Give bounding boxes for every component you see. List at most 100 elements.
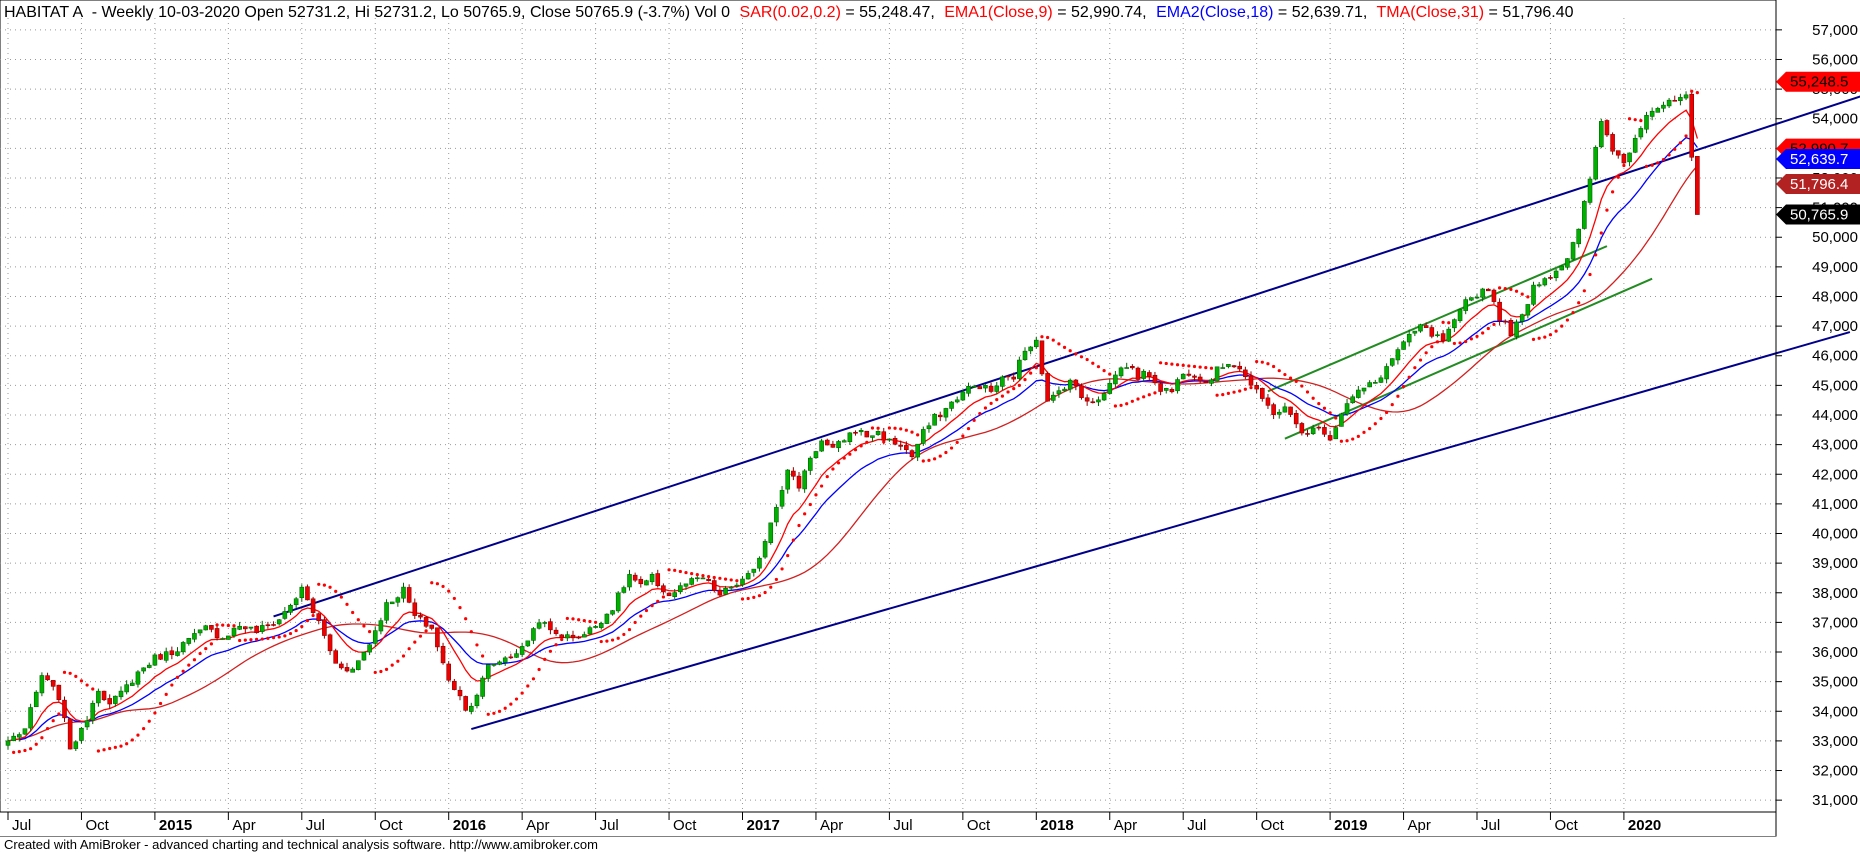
sar-dot	[1622, 163, 1626, 168]
candle	[423, 616, 429, 628]
candle-body	[152, 654, 158, 666]
candle	[689, 576, 694, 586]
candle	[1638, 126, 1644, 140]
candle	[983, 384, 988, 393]
candle	[678, 582, 683, 595]
sar-dot	[1526, 295, 1530, 299]
candle	[632, 572, 638, 583]
candle	[389, 601, 395, 605]
sar-dot	[661, 595, 666, 599]
candle	[519, 642, 525, 658]
sar-dot	[175, 675, 180, 679]
sar-dot	[192, 658, 197, 662]
sar-dot	[1113, 404, 1117, 408]
candle	[192, 628, 197, 643]
x-tick-label: 2019	[1334, 817, 1367, 834]
candle-body	[920, 429, 926, 444]
candle-body	[463, 696, 468, 711]
sar-dot	[684, 570, 688, 575]
sar-dot	[1362, 430, 1366, 434]
x-tick-label: Apr	[820, 817, 843, 834]
candle-body	[361, 652, 367, 661]
sar-dot	[1565, 318, 1569, 322]
candle-body	[1627, 152, 1632, 163]
sar-dot	[1413, 366, 1417, 370]
candle	[1695, 156, 1700, 215]
candle	[802, 469, 807, 493]
candle	[1553, 268, 1559, 282]
candle-body	[1107, 382, 1113, 394]
candle	[1254, 381, 1259, 394]
candle-body	[243, 626, 248, 630]
candle	[226, 635, 231, 640]
candle-body	[1536, 284, 1542, 287]
candle	[728, 585, 734, 591]
candle-body	[1254, 385, 1259, 390]
sar-dot	[707, 574, 711, 579]
sar-dot	[328, 585, 332, 589]
sar-dot	[187, 663, 191, 667]
candle-body	[384, 602, 389, 621]
price-tag: 55,248.5	[1776, 71, 1860, 92]
candle-body	[118, 690, 124, 698]
candle	[1045, 371, 1050, 402]
candle-body	[452, 680, 457, 690]
candle-body	[130, 682, 135, 686]
candle	[322, 616, 327, 639]
candle	[1180, 373, 1186, 380]
x-tick-label: Oct	[673, 817, 697, 834]
sar-dot	[379, 669, 383, 674]
candle	[130, 679, 135, 686]
sar-dot	[1543, 335, 1547, 339]
sar-dot	[882, 440, 886, 444]
candle-body	[1141, 370, 1146, 379]
candle-body	[960, 391, 966, 401]
sar-dot	[904, 428, 908, 432]
candle-body	[1197, 376, 1203, 382]
sar-dot	[876, 426, 880, 430]
sar-dot	[68, 671, 72, 675]
x-tick-label: Oct	[1554, 817, 1578, 834]
sar-dot	[763, 590, 767, 595]
price-tag-bg	[1776, 149, 1860, 170]
sar-dot	[560, 637, 564, 642]
candle	[276, 619, 282, 626]
candle-body	[1418, 324, 1423, 332]
sar-dot	[283, 634, 287, 638]
sar-dot	[271, 636, 276, 640]
sar-dot	[1079, 355, 1084, 359]
sar-dot	[1215, 393, 1219, 397]
candle	[655, 569, 661, 588]
x-tick-label: Jul	[600, 817, 619, 834]
candle	[1299, 421, 1305, 436]
sar-dot	[1204, 366, 1208, 370]
header-ema2-label: EMA2(Close,18)	[1156, 4, 1273, 21]
candle-body	[259, 625, 265, 632]
candle	[33, 690, 39, 708]
candle-body	[305, 586, 310, 601]
candle	[813, 450, 819, 459]
candle-body	[853, 431, 858, 434]
candle-body	[497, 661, 502, 665]
candle	[124, 680, 129, 695]
candle-body	[1423, 325, 1429, 328]
sar-dot	[1577, 301, 1581, 305]
candle	[316, 612, 322, 625]
candle	[243, 626, 248, 634]
sar-dot	[1503, 287, 1507, 291]
candle	[384, 599, 389, 624]
sar-dot	[746, 596, 750, 601]
candle-body	[1429, 327, 1435, 337]
candle-body	[875, 430, 881, 435]
sar-dot	[492, 711, 496, 715]
candle-body	[1293, 413, 1299, 425]
candle-body	[830, 443, 836, 448]
candle-body	[1000, 376, 1005, 387]
candle-body	[1531, 284, 1536, 305]
candle	[186, 637, 192, 646]
candle-body	[107, 698, 112, 705]
candle-body	[587, 627, 593, 635]
candle	[1666, 97, 1672, 108]
candle-body	[1666, 99, 1672, 107]
sar-dot	[916, 433, 920, 437]
